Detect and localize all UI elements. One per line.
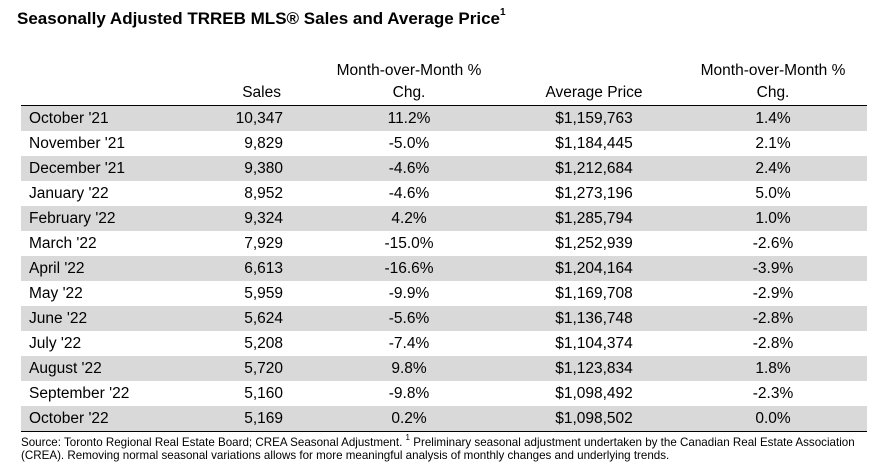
cell-sales: 7,929 [244,234,283,252]
cell-sales-chg: -16.6% [309,256,509,281]
cell-sales: 9,324 [204,206,309,231]
table-row: March '22 7,929 -15.0% $1,252,939 -2.6% [21,231,867,256]
table-row: July '22 5,208 -7.4% $1,104,374 -2.8% [21,331,867,356]
cell-avg-price: $1,123,834 [509,356,679,381]
cell-sales-chg: -5.0% [388,134,430,152]
cell-price-chg: -2.6% [752,234,794,252]
cell-month: November '21 [29,134,126,152]
cell-avg-price: $1,212,684 [509,156,679,181]
cell-month: July '22 [29,334,82,352]
cell-sales: 9,380 [204,156,309,181]
cell-sales-chg: 4.2% [309,206,509,231]
cell-price-chg: 0.0% [679,406,867,432]
cell-sales-chg: -4.6% [388,184,430,202]
cell-avg-price: $1,098,502 [509,406,679,432]
table-row: January '22 8,952 -4.6% $1,273,196 5.0% [21,181,867,206]
cell-avg-price: $1,136,748 [509,306,679,331]
cell-month: January '22 [29,184,109,202]
source-text-part2: Preliminary seasonal adjustment undertak… [21,435,855,462]
cell-month: August '22 [21,356,204,381]
cell-avg-price: $1,104,374 [555,334,633,352]
header-sales-mom-line2: Chg. [392,84,426,101]
cell-sales: 6,613 [204,256,309,281]
cell-sales: 5,208 [244,334,283,352]
table-row: May '22 5,959 -9.9% $1,169,708 -2.9% [21,281,867,306]
cell-price-chg: 2.1% [755,134,791,152]
table-row: September '22 5,160 -9.8% $1,098,492 -2.… [21,381,867,406]
table-header: Sales Month-over-Month % Chg. Average Pri… [21,60,867,106]
cell-price-chg: -2.8% [679,306,867,331]
cell-price-chg: 1.0% [679,206,867,231]
cell-price-chg: -2.8% [752,334,794,352]
cell-avg-price: $1,285,794 [509,206,679,231]
cell-price-chg: 1.8% [679,356,867,381]
cell-month: February '22 [21,206,204,231]
cell-month: March '22 [29,234,97,252]
sales-price-table: Sales Month-over-Month % Chg. Average Pri… [21,60,867,432]
cell-sales-chg: -9.8% [388,384,430,402]
cell-price-chg: -2.9% [752,284,794,302]
header-average-price: Average Price [509,60,679,106]
cell-sales-chg: 11.2% [309,105,509,131]
cell-sales-chg: -15.0% [384,234,434,252]
cell-avg-price: $1,184,445 [555,134,633,152]
table-row: October '22 5,169 0.2% $1,098,502 0.0% [21,406,867,432]
cell-sales-chg: -4.6% [309,156,509,181]
header-price-mom-line1: Month-over-Month % [700,62,846,79]
cell-avg-price: $1,273,196 [555,184,633,202]
table-row: June '22 5,624 -5.6% $1,136,748 -2.8% [21,306,867,331]
cell-sales: 9,829 [244,134,283,152]
source-note: Source: Toronto Regional Real Estate Boa… [21,432,867,462]
cell-sales: 8,952 [244,184,283,202]
header-sales-mom-line1: Month-over-Month % [336,62,482,79]
table-row: February '22 9,324 4.2% $1,285,794 1.0% [21,206,867,231]
cell-month: April '22 [21,256,204,281]
cell-sales-chg: 9.8% [309,356,509,381]
source-footnote-mark: 1 [405,433,410,442]
cell-month: May '22 [29,284,83,302]
cell-sales: 5,720 [204,356,309,381]
page-title: Seasonally Adjusted TRREB MLS® Sales and… [17,7,506,29]
cell-month: December '21 [21,156,204,181]
cell-avg-price: $1,252,939 [555,234,633,252]
title-text: Seasonally Adjusted TRREB MLS® Sales and… [17,9,501,28]
cell-price-chg: 1.4% [679,105,867,131]
cell-avg-price: $1,098,492 [555,384,633,402]
table-body: October '21 10,347 11.2% $1,159,763 1.4%… [21,105,867,432]
cell-sales: 10,347 [204,105,309,131]
header-month [21,60,204,106]
cell-sales-chg: 0.2% [309,406,509,432]
cell-month: June '22 [21,306,204,331]
table-row: November '21 9,829 -5.0% $1,184,445 2.1% [21,131,867,156]
cell-month: September '22 [29,384,130,402]
header-sales-mom: Month-over-Month % Chg. [309,60,509,106]
cell-sales: 5,624 [204,306,309,331]
table-row: October '21 10,347 11.2% $1,159,763 1.4% [21,105,867,131]
cell-avg-price: $1,159,763 [509,105,679,131]
table-row: August '22 5,720 9.8% $1,123,834 1.8% [21,356,867,381]
cell-sales: 5,959 [244,284,283,302]
cell-avg-price: $1,169,708 [555,284,633,302]
cell-sales-chg: -7.4% [388,334,430,352]
header-price-mom: Month-over-Month % Chg. [679,60,867,106]
header-price-mom-line2: Chg. [756,84,790,101]
cell-price-chg: 5.0% [755,184,791,202]
source-text-part1: Source: Toronto Regional Real Estate Boa… [21,435,406,449]
cell-sales: 5,169 [204,406,309,432]
cell-price-chg: -2.3% [752,384,794,402]
title-footnote-mark: 1 [500,7,506,19]
cell-avg-price: $1,204,164 [509,256,679,281]
cell-month: October '21 [21,105,204,131]
header-sales: Sales [204,60,309,106]
cell-price-chg: -3.9% [679,256,867,281]
cell-price-chg: 2.4% [679,156,867,181]
cell-sales-chg: -5.6% [309,306,509,331]
table-row: December '21 9,380 -4.6% $1,212,684 2.4% [21,156,867,181]
cell-sales: 5,160 [244,384,283,402]
table-row: April '22 6,613 -16.6% $1,204,164 -3.9% [21,256,867,281]
cell-month: October '22 [21,406,204,432]
cell-sales-chg: -9.9% [388,284,430,302]
